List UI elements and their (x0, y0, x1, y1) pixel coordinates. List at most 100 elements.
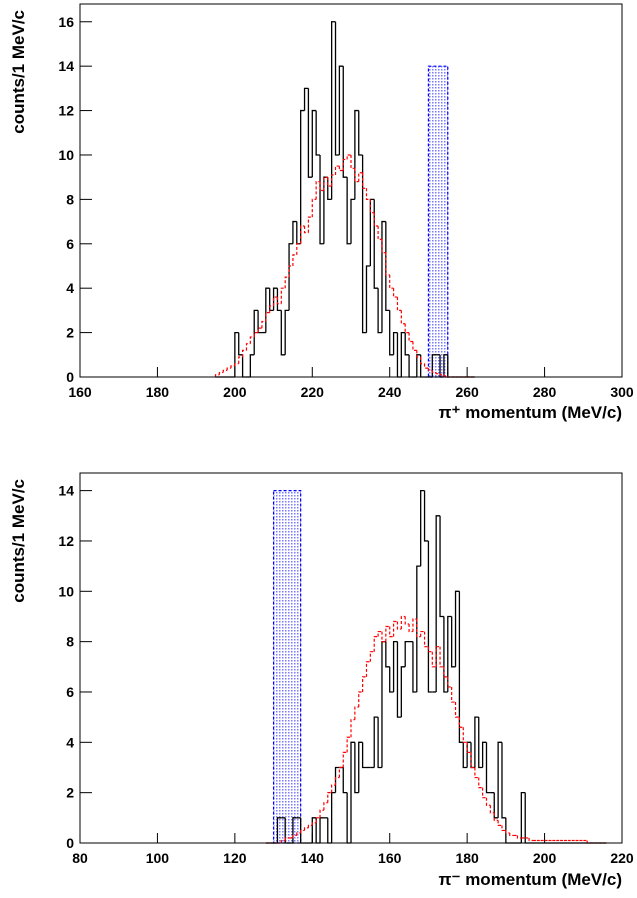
histogram-bin (334, 21, 340, 156)
y-tick-label: 12 (58, 103, 74, 119)
histogram-bin (369, 651, 375, 662)
histogram-bin (392, 620, 398, 637)
histogram-bin (319, 817, 324, 843)
histogram-bin (501, 742, 506, 819)
histogram-bin (408, 354, 413, 378)
histogram-bin (280, 310, 286, 356)
histogram-bin (358, 172, 363, 182)
histogram-bin (412, 341, 417, 351)
y-tick-label: 6 (66, 236, 74, 252)
histogram-bin (431, 651, 437, 668)
histogram-bin (284, 837, 290, 841)
histogram-bin (381, 239, 386, 254)
histogram-bin (474, 767, 479, 779)
histogram-bin (451, 616, 456, 668)
histogram-bin (509, 832, 514, 837)
histogram-bin (435, 646, 441, 667)
histogram-bin (423, 363, 429, 369)
histogram-bin (493, 812, 499, 821)
histogram-bin (412, 641, 417, 693)
histogram-bin (365, 661, 371, 677)
histogram-bin (462, 727, 468, 743)
y-tick-label: 2 (66, 785, 74, 801)
histogram-bin (253, 309, 259, 355)
x-tick-label: 240 (378, 384, 402, 400)
histogram-bin (501, 825, 506, 832)
histogram-bin (389, 274, 394, 289)
histogram-bin (369, 199, 375, 214)
histogram-bin (358, 691, 363, 708)
histogram-bin (261, 320, 266, 329)
histogram-bin (272, 296, 278, 306)
histogram-bin (303, 226, 309, 234)
histogram-bin (427, 368, 433, 371)
histogram-bin (354, 168, 359, 183)
x-tick-label: 100 (146, 850, 170, 866)
histogram-bin (431, 354, 437, 377)
histogram-bin (218, 371, 224, 375)
x-tick-label: 200 (223, 384, 247, 400)
y-tick-label: 8 (66, 191, 74, 207)
histogram-bin (280, 287, 286, 304)
histogram-bin (276, 817, 282, 843)
histogram-bin (346, 736, 351, 753)
histogram-bin (439, 515, 444, 618)
histogram-bin (249, 336, 255, 344)
histogram-bin (238, 332, 243, 356)
histogram-bin (377, 630, 382, 637)
x-tick-label: 160 (68, 384, 92, 400)
histogram-bin (520, 792, 526, 843)
histogram-bin (311, 109, 317, 178)
histogram-bin (331, 784, 336, 793)
histogram-bin (292, 254, 297, 266)
histogram-bin (516, 835, 522, 839)
histogram-bin (234, 331, 239, 377)
histogram-bin (373, 212, 379, 227)
histogram-bin (458, 591, 464, 743)
y-tick-label: 14 (58, 58, 74, 74)
histogram-bin (447, 615, 452, 692)
y-tick-label: 2 (66, 325, 74, 341)
histogram-bin (458, 717, 464, 728)
y-axis-title: counts/1 MeV/c (9, 10, 28, 134)
histogram-bin (404, 640, 410, 667)
histogram-bin (319, 181, 324, 192)
histogram-bin (416, 350, 421, 358)
x-tick-label: 120 (223, 850, 247, 866)
histogram-bin (427, 540, 433, 693)
histogram-bin (292, 817, 297, 843)
histogram-bin (396, 641, 402, 718)
histogram-bin (365, 265, 371, 333)
histogram-bin (358, 741, 363, 793)
histogram-bin (307, 216, 313, 233)
y-tick-label: 0 (66, 835, 74, 851)
histogram-bin (400, 666, 406, 718)
histogram-bin (334, 165, 340, 175)
x-tick-label: 280 (533, 384, 557, 400)
histogram-bin (292, 220, 297, 244)
histogram-bin (470, 752, 475, 769)
histogram-bin (385, 252, 390, 276)
histogram-bin (485, 797, 491, 806)
x-axis-title: π⁺ momentum (MeV/c) (438, 403, 622, 422)
y-axis-title: counts/1 MeV/c (9, 479, 28, 603)
histogram-bin (420, 630, 425, 637)
histogram-bin (342, 158, 348, 171)
histogram-bin (435, 372, 441, 375)
histogram-bin (381, 220, 386, 333)
histogram-bin (443, 374, 448, 377)
histogram-bin (373, 716, 379, 768)
histogram-bin (497, 741, 502, 818)
signal-region (272, 490, 302, 844)
histogram-bin (288, 243, 293, 311)
histogram-bin (408, 332, 413, 343)
histogram-bin (253, 331, 259, 338)
histogram-series (215, 21, 475, 378)
histogram-bin (315, 110, 321, 156)
histogram-bin (350, 198, 355, 244)
histogram-bin (241, 354, 247, 378)
histogram-bin (307, 88, 313, 178)
histogram-bin (385, 641, 390, 668)
histogram-bin (389, 626, 394, 638)
histogram-bin (338, 65, 344, 155)
